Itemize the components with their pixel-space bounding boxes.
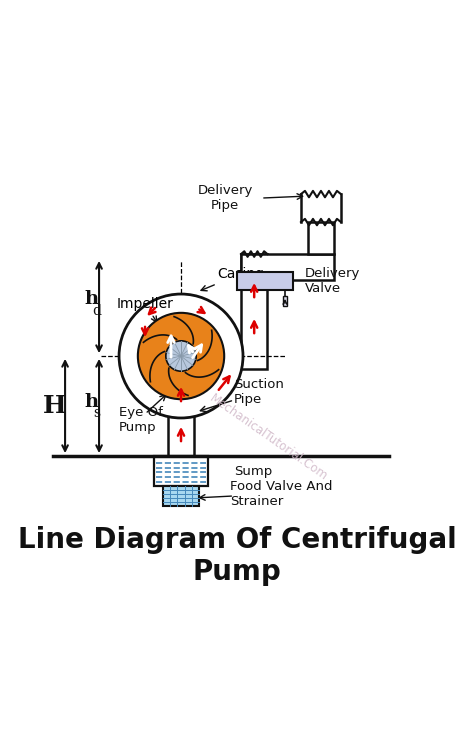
Circle shape [138,313,224,399]
Text: Delivery
Valve: Delivery Valve [305,267,360,295]
Bar [241,254,267,369]
Text: h: h [85,290,99,308]
Text: d: d [92,304,101,318]
Text: H: H [43,394,67,418]
Text: Eye Of
Pump: Eye Of Pump [119,406,163,434]
Text: Delivery
Pipe: Delivery Pipe [197,184,253,212]
Text: Impeller: Impeller [117,297,174,322]
Text: Casing: Casing [201,267,264,291]
Bar [308,222,334,254]
Bar [168,416,194,486]
Text: h: h [85,393,99,411]
Text: MechanicalTutorial.Com: MechanicalTutorial.Com [208,392,330,484]
Circle shape [119,294,243,418]
Text: Sump: Sump [234,466,273,479]
Bar [241,254,334,280]
Text: Suction
Pipe: Suction Pipe [234,378,284,406]
Text: s: s [93,406,100,420]
Circle shape [166,341,196,371]
Bar [154,456,208,486]
Text: Food Valve And
Strainer: Food Valve And Strainer [230,480,333,508]
Text: Line Diagram Of Centrifugal
Pump: Line Diagram Of Centrifugal Pump [18,525,456,586]
Bar [283,296,287,306]
Bar [237,272,293,290]
Bar [163,486,199,506]
